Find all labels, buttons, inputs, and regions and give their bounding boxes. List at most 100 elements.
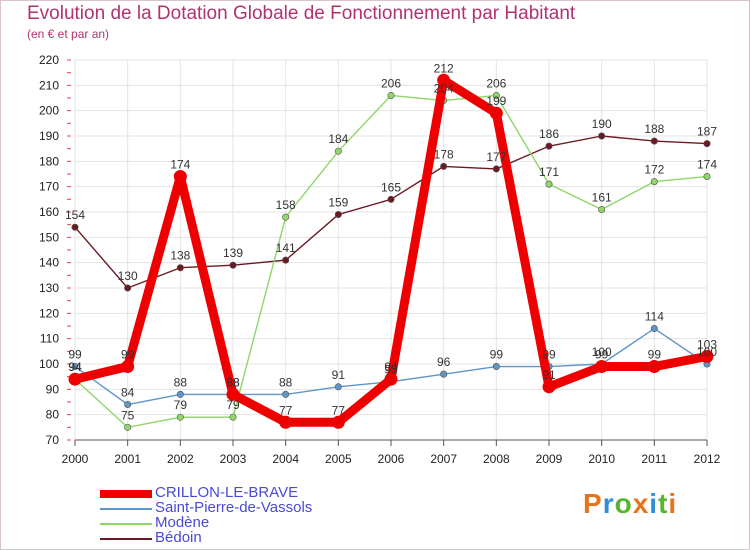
x-tick-label: 2011 bbox=[641, 452, 667, 466]
data-point bbox=[440, 370, 448, 378]
data-point bbox=[176, 264, 184, 272]
data-label: 79 bbox=[226, 398, 240, 412]
data-label: 88 bbox=[279, 375, 293, 389]
data-point bbox=[703, 173, 711, 181]
data-point bbox=[279, 415, 293, 429]
x-tick-label: 2009 bbox=[536, 452, 563, 466]
data-point bbox=[703, 140, 711, 148]
data-label: 199 bbox=[486, 94, 506, 108]
data-label: 88 bbox=[226, 375, 240, 389]
data-label: 114 bbox=[645, 310, 664, 324]
logo-letter: t bbox=[658, 488, 669, 519]
y-tick-label: 190 bbox=[39, 129, 59, 143]
chart-subtitle: (en € et par an) bbox=[27, 27, 110, 41]
y-tick-label: 180 bbox=[39, 154, 59, 168]
data-point bbox=[545, 180, 553, 188]
data-label: 94 bbox=[68, 360, 82, 374]
data-label: 177 bbox=[486, 150, 506, 164]
data-point bbox=[282, 213, 290, 221]
x-tick-label: 2010 bbox=[588, 452, 615, 466]
data-label: 172 bbox=[644, 163, 664, 177]
data-point bbox=[334, 211, 342, 219]
data-label: 188 bbox=[644, 122, 664, 136]
data-label: 100 bbox=[697, 345, 717, 359]
data-label: 103 bbox=[697, 337, 717, 351]
data-point bbox=[176, 413, 184, 421]
data-point bbox=[492, 91, 500, 99]
y-tick-label: 70 bbox=[46, 433, 60, 447]
data-point bbox=[124, 284, 132, 292]
data-label: 161 bbox=[592, 190, 612, 204]
data-label: 141 bbox=[276, 241, 296, 255]
data-label: 178 bbox=[434, 147, 454, 161]
data-label: 159 bbox=[328, 196, 348, 210]
legend-swatch bbox=[100, 538, 152, 540]
logo-letter: x bbox=[632, 488, 650, 519]
logo-letter: r bbox=[602, 488, 615, 519]
data-label: 158 bbox=[276, 198, 296, 212]
data-point bbox=[650, 178, 658, 186]
data-point bbox=[545, 142, 553, 150]
x-tick-label: 2004 bbox=[272, 452, 299, 466]
y-tick-label: 140 bbox=[39, 256, 59, 270]
data-point bbox=[700, 349, 714, 363]
y-tick-label: 110 bbox=[40, 332, 59, 346]
data-point bbox=[124, 401, 132, 409]
legend-swatch bbox=[100, 523, 152, 525]
data-label: 186 bbox=[539, 127, 559, 141]
data-label: 99 bbox=[542, 348, 556, 362]
x-tick-label: 2005 bbox=[325, 452, 352, 466]
data-label: 96 bbox=[437, 355, 451, 369]
logo-letter: i bbox=[668, 488, 678, 519]
axes: 7080901001101201301401501601701801902002… bbox=[39, 53, 721, 466]
legend-label: CRILLON-LE-BRAVE bbox=[155, 484, 299, 501]
data-point bbox=[489, 106, 503, 120]
data-label: 91 bbox=[542, 368, 556, 382]
data-label: 88 bbox=[226, 375, 240, 389]
data-label: 130 bbox=[118, 269, 138, 283]
x-tick-label: 2000 bbox=[62, 452, 89, 466]
data-label: 93 bbox=[384, 363, 398, 377]
data-label: 75 bbox=[121, 408, 135, 422]
data-point bbox=[226, 387, 240, 401]
data-point bbox=[542, 380, 556, 394]
data-point bbox=[331, 415, 345, 429]
x-tick-label: 2007 bbox=[430, 452, 457, 466]
data-point bbox=[598, 205, 606, 213]
data-point bbox=[121, 360, 135, 374]
x-tick-label: 2008 bbox=[483, 452, 510, 466]
legend-swatch bbox=[100, 508, 152, 510]
legend-label: Bédoin bbox=[155, 529, 202, 546]
legend-swatch bbox=[100, 490, 152, 498]
data-point bbox=[282, 256, 290, 264]
data-label: 174 bbox=[697, 158, 717, 172]
data-point bbox=[68, 372, 82, 386]
data-label: 212 bbox=[434, 61, 454, 75]
data-label: 138 bbox=[170, 249, 190, 263]
data-label: 206 bbox=[381, 76, 401, 90]
data-point bbox=[437, 73, 451, 87]
data-label: 154 bbox=[65, 208, 85, 222]
data-point bbox=[387, 195, 395, 203]
data-point bbox=[595, 360, 609, 374]
data-point bbox=[71, 363, 79, 371]
data-label: 94 bbox=[68, 360, 82, 374]
logo-letter: P bbox=[583, 488, 603, 519]
data-label: 171 bbox=[539, 165, 559, 179]
data-label: 91 bbox=[332, 368, 346, 382]
data-label: 99 bbox=[648, 348, 662, 362]
logo-letter: i bbox=[649, 488, 659, 519]
x-tick-label: 2003 bbox=[220, 452, 247, 466]
data-label: 94 bbox=[384, 360, 398, 374]
data-point bbox=[334, 147, 342, 155]
data-point bbox=[650, 137, 658, 145]
logo-letter: o bbox=[614, 488, 633, 519]
y-tick-label: 80 bbox=[46, 408, 60, 422]
data-label: 79 bbox=[174, 398, 188, 412]
data-label: 174 bbox=[170, 158, 190, 172]
data-point bbox=[492, 363, 500, 371]
data-point bbox=[229, 261, 237, 269]
x-tick-label: 2006 bbox=[378, 452, 405, 466]
y-tick-label: 210 bbox=[39, 78, 59, 92]
